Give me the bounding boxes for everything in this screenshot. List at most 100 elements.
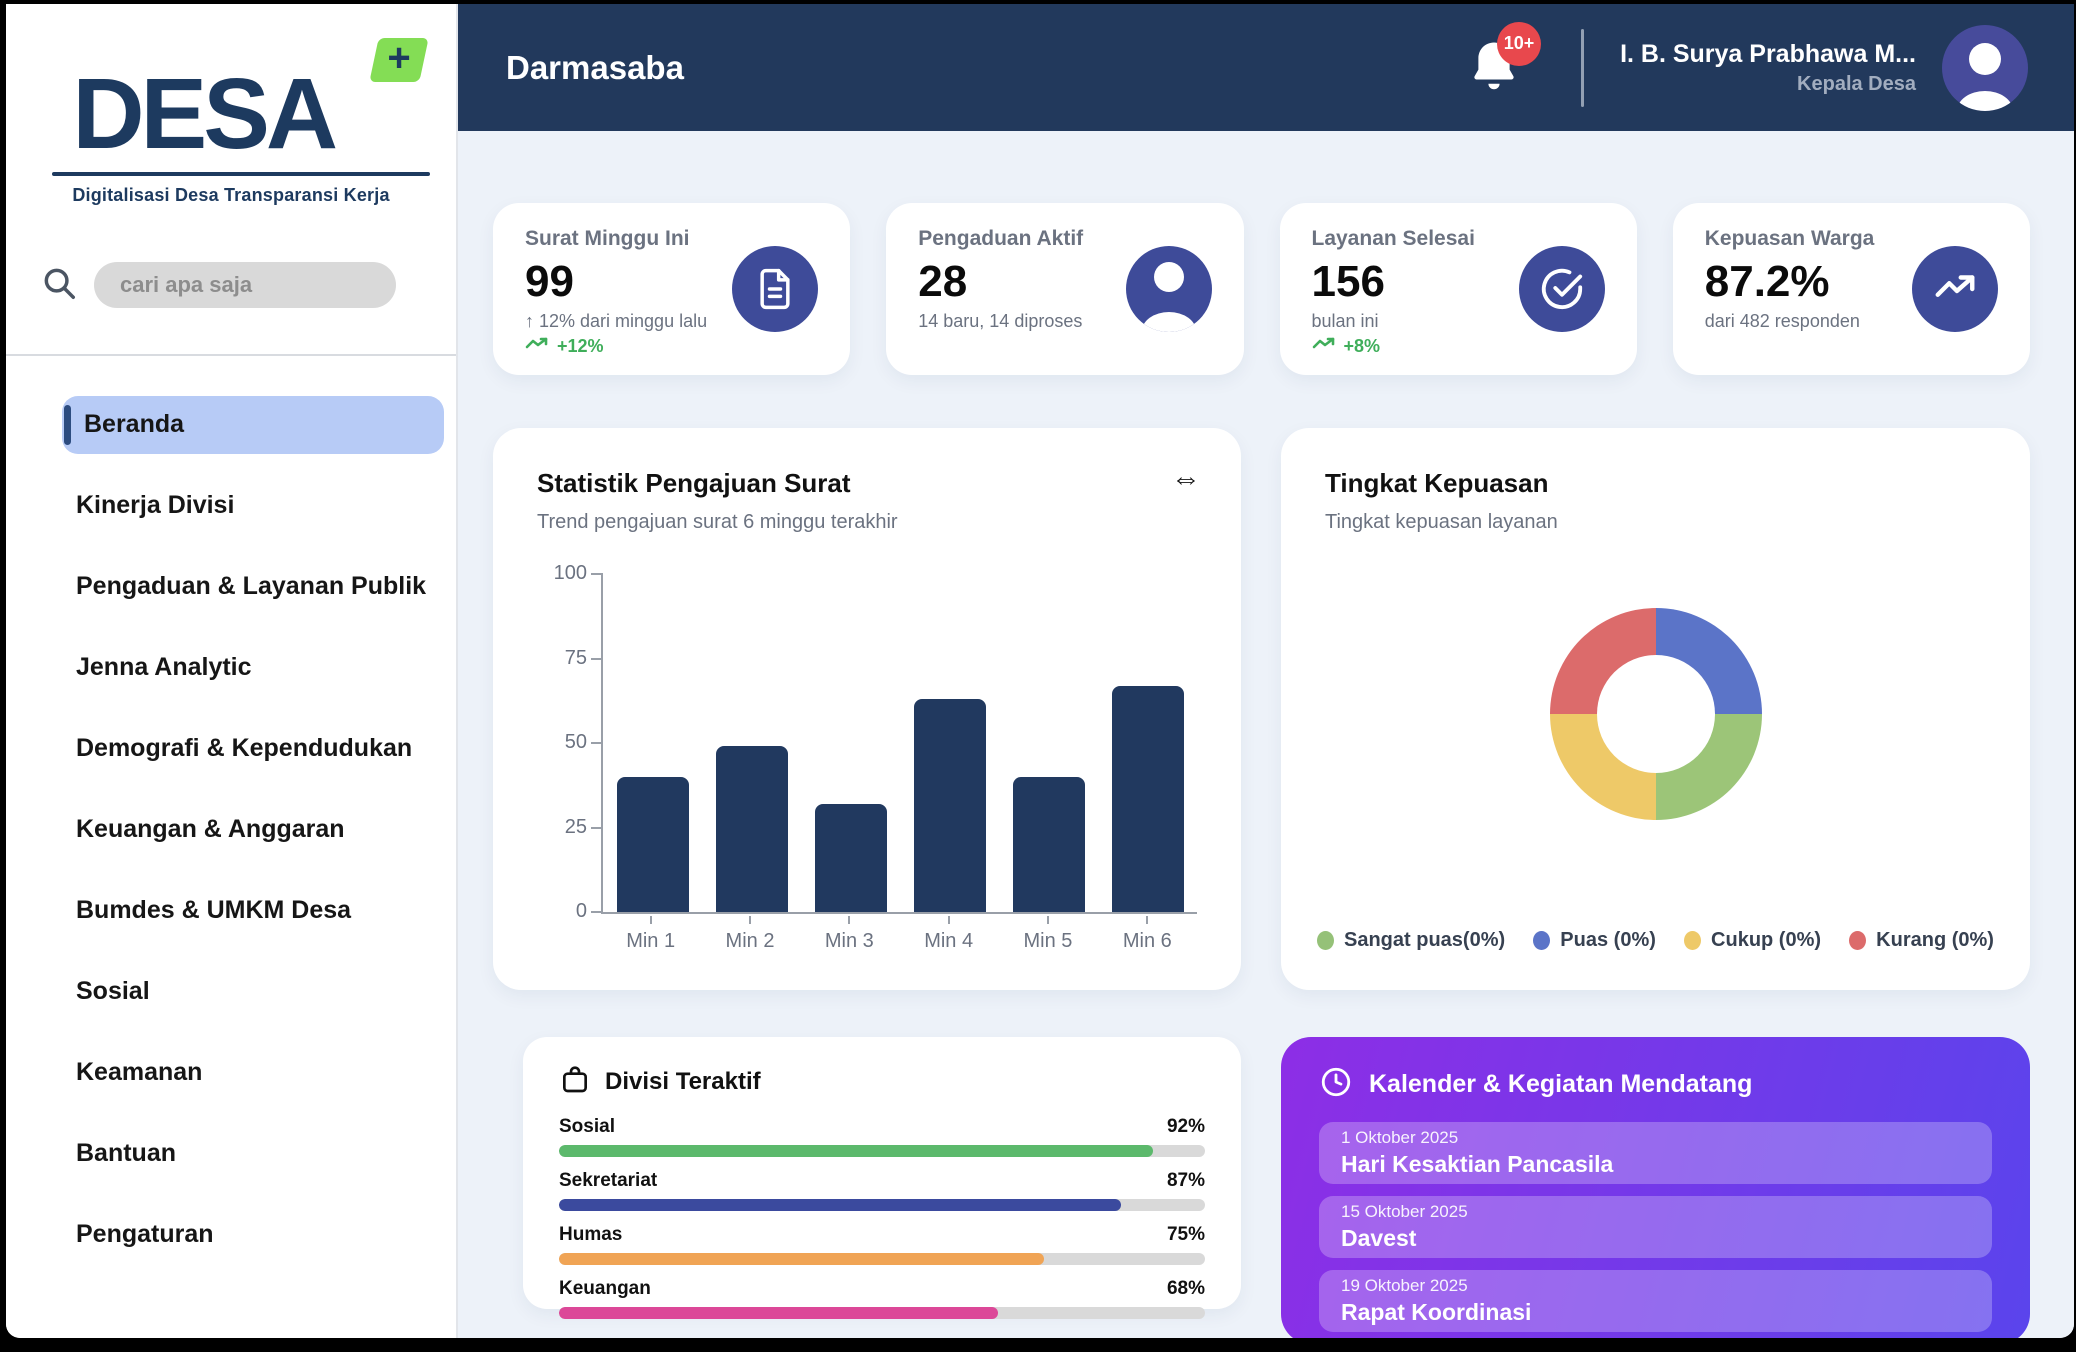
divisi-label: Sosial [559,1116,615,1137]
legend-label: Cukup (0%) [1711,929,1822,951]
calendar-event[interactable]: 15 Oktober 2025 Davest [1319,1196,1992,1258]
topbar-divider [1581,28,1585,107]
document-icon [732,246,819,332]
bar-min-4 [913,699,986,912]
divisi-row-humas: Humas 75% [559,1224,1205,1265]
sidebar-item-keuangan-anggaran[interactable]: Keuangan & Anggaran [6,789,456,870]
y-axis-tick-label: 100 [553,562,587,584]
sidebar-item-bumdes-umkm-desa[interactable]: Bumdes & UMKM Desa [6,870,456,951]
bar-min-1 [616,776,689,912]
sidebar-item-demografi-kependudukan[interactable]: Demografi & Kependudukan [6,708,456,789]
y-axis-tick-label: 25 [564,815,587,838]
bars [603,574,1197,912]
stat-note: ↑ 12% dari minggu lalu [525,311,708,332]
resize-icon[interactable]: ⇔ [1171,462,1201,495]
legend-dot [1849,931,1867,950]
active-item-pill: Beranda [62,395,444,454]
y-axis-tick [591,742,603,744]
x-axis-label: Min 6 [1111,914,1183,953]
trend-sparkline-icon [525,336,549,357]
stat-value: 28 [918,257,968,306]
calendar-event[interactable]: 1 Oktober 2025 Hari Kesaktian Pancasila [1319,1122,1992,1184]
divisi-row-sekretariat: Sekretariat 87% [559,1170,1205,1211]
legend-item: Sangat puas(0%) [1317,929,1505,952]
divisi-row-header: Sosial 92% [559,1116,1205,1138]
sidebar-item-jenna-analytic[interactable]: Jenna Analytic [6,627,456,708]
user-name: I. B. Surya Prabhawa M... [1620,39,1916,68]
calendar-event[interactable]: 19 Oktober 2025 Rapat Koordinasi [1319,1270,1992,1332]
sidebar-item-pengaduan-layanan-publik[interactable]: Pengaduan & Layanan Publik [6,546,456,627]
progress-track [559,1145,1205,1157]
legend-dot [1317,931,1334,950]
divisi-row-sosial: Sosial 92% [559,1116,1205,1157]
calendar-events: 1 Oktober 2025 Hari Kesaktian Pancasila 15… [1319,1122,1992,1332]
sidebar-item-kinerja-divisi[interactable]: Kinerja Divisi [6,465,456,546]
sidebar-divider [6,354,456,356]
progress-fill [559,1307,999,1319]
y-axis-tick [591,826,603,829]
sidebar-item-label: Bantuan [76,1139,176,1167]
sidebar-item-keamanan[interactable]: Keamanan [6,1032,456,1113]
page-title: Darmasaba [506,48,684,86]
logo-plus-badge: + [368,36,429,82]
search-input[interactable] [94,262,396,308]
divisi-row-header: Keuangan 68% [559,1278,1205,1300]
sidebar-search [40,262,456,308]
bar-min-3 [814,803,887,912]
sidebar-item-pengaturan[interactable]: Pengaturan [6,1194,456,1275]
chart-subtitle: Trend pengajuan surat 6 minggu terakhir [537,511,898,533]
stat-title: Kepuasan Warga [1704,227,1875,250]
y-axis-tick-label: 50 [564,731,587,753]
stat-title: Surat Minggu Ini [525,227,690,250]
stat-card-surat-minggu-ini[interactable]: Surat Minggu Ini 99 ↑ 12% dari minggu la… [493,203,851,375]
legend-dot [1533,931,1551,950]
sidebar-item-label: Keamanan [76,1058,203,1086]
y-axis-tick [591,573,603,575]
legend-item: Cukup (0%) [1684,929,1821,952]
avatar-person-icon [1969,42,2001,75]
progress-track [559,1199,1205,1211]
stat-note: dari 482 responden [1704,311,1860,332]
x-axis-label: Min 2 [714,914,786,953]
stat-value: 87.2% [1704,257,1830,306]
bar-chart-plot: 0 25 50 75 100 [554,562,1197,922]
divisi-row-header: Humas 75% [559,1224,1205,1246]
main-content: Surat Minggu Ini 99 ↑ 12% dari minggu la… [458,131,2074,1338]
y-axis-tick [591,911,603,913]
x-axis-label: Min 5 [1012,914,1084,953]
stat-card-layanan-selesai[interactable]: Layanan Selesai 156 bulan ini +8% [1279,203,1637,375]
x-axis-label: Min 3 [813,914,885,953]
trending-up-icon [1912,246,1998,332]
trend-sparkline-icon [1312,336,1336,357]
divisi-label: Sekretariat [559,1170,658,1191]
divisi-row-keuangan: Keuangan 68% [559,1278,1205,1319]
notification-badge: 10+ [1497,21,1542,66]
app-logo: DESA + Digitalisasi Desa Transparansi Ke… [52,36,430,206]
chart-subtitle: Tingkat kepuasan layanan [1325,511,1558,533]
chart-title: Statistik Pengajuan Surat [537,468,851,498]
sidebar-item-label: Sosial [76,977,150,1005]
divisi-header: Divisi Teraktif [559,1063,1205,1100]
logo-tagline: Digitalisasi Desa Transparansi Kerja [72,185,390,205]
event-date: 15 Oktober 2025 [1341,1202,1468,1221]
sidebar-item-beranda[interactable]: Beranda [6,384,456,465]
plus-icon: + [387,36,411,80]
clock-icon [1319,1065,1353,1104]
person-icon [1125,246,1212,332]
topbar-right: 10+ I. B. Surya Prabhawa M... Kepala Des… [1467,21,2028,111]
logo-underline [52,172,430,176]
stat-card-kepuasan-warga[interactable]: Kepuasan Warga 87.2% dari 482 responden [1672,203,2030,375]
stat-card-pengaduan-aktif[interactable]: Pengaduan Aktif 28 14 baru, 14 diproses [886,203,1244,375]
legend-label: Puas (0%) [1560,929,1656,951]
calendar-card: Kalender & Kegiatan Mendatang 1 Oktober … [1281,1037,2030,1338]
event-date: 19 Oktober 2025 [1341,1276,1468,1295]
sidebar-item-bantuan[interactable]: Bantuan [6,1113,456,1194]
search-icon [40,264,78,307]
user-avatar[interactable] [1942,24,2028,111]
donut-legend: Sangat puas(0%) Puas (0%) Cukup (0%) Kurang… [1317,929,1994,952]
stat-title: Pengaduan Aktif [918,227,1084,250]
event-title: Davest [1341,1225,1417,1251]
divisi-teraktif-card: Divisi Teraktif Sosial 92% Sekretariat 87% H… [523,1037,1241,1319]
notifications-button[interactable]: 10+ [1467,21,1542,98]
sidebar-item-sosial[interactable]: Sosial [6,951,456,1032]
